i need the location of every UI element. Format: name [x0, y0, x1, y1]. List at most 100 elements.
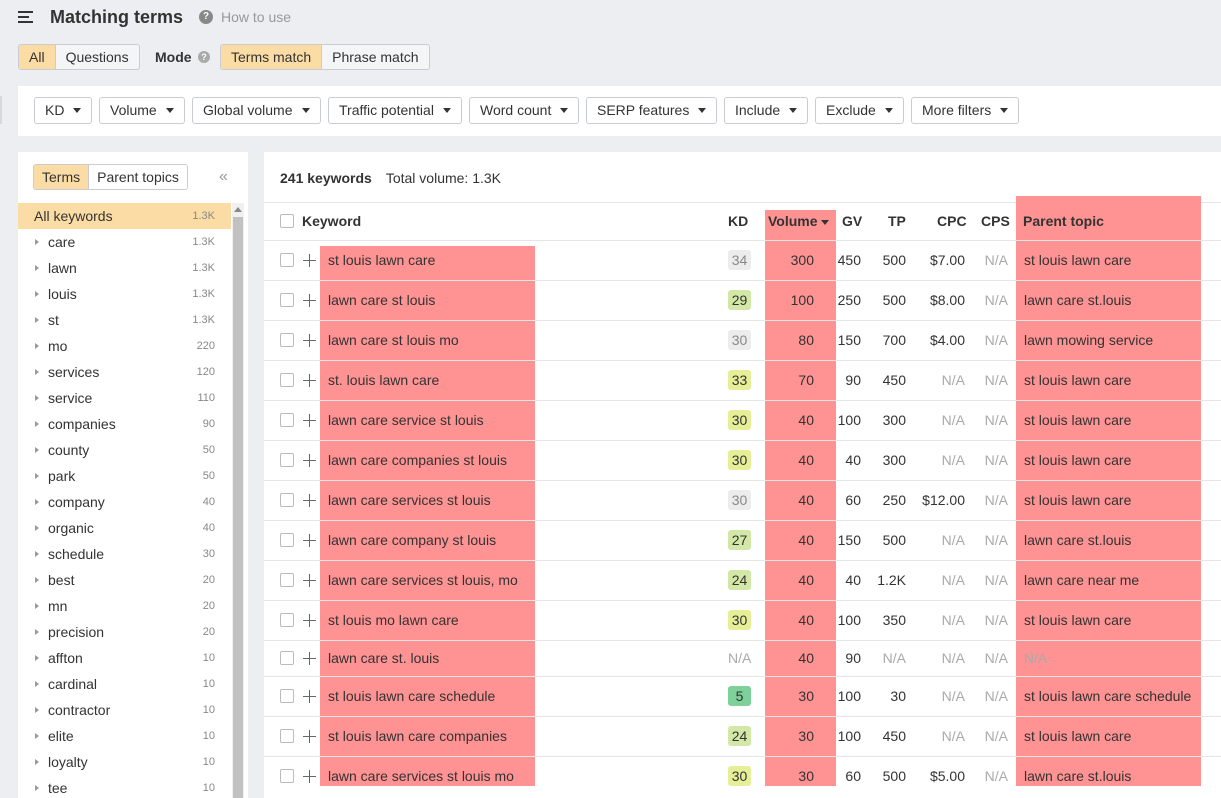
- expand-arrow-icon[interactable]: [35, 629, 39, 635]
- row-checkbox[interactable]: [280, 333, 294, 347]
- add-to-list-icon[interactable]: [303, 730, 316, 743]
- add-to-list-icon[interactable]: [303, 254, 316, 267]
- parent-topic-link[interactable]: st louis lawn care: [1024, 492, 1132, 508]
- tab-all[interactable]: All: [19, 45, 55, 69]
- add-to-list-icon[interactable]: [303, 294, 316, 307]
- collapse-icon[interactable]: «: [219, 168, 228, 185]
- expand-arrow-icon[interactable]: [35, 369, 39, 375]
- parent-topic-link[interactable]: st louis lawn care: [1024, 728, 1132, 744]
- expand-arrow-icon[interactable]: [35, 785, 39, 791]
- parent-topic-link[interactable]: lawn care st.louis: [1024, 532, 1132, 548]
- sidebar-item[interactable]: company 40: [18, 489, 231, 515]
- expand-arrow-icon[interactable]: [35, 265, 39, 271]
- sidebar-item[interactable]: schedule 30: [18, 541, 231, 567]
- add-to-list-icon[interactable]: [303, 770, 316, 783]
- add-to-list-icon[interactable]: [303, 494, 316, 507]
- row-checkbox[interactable]: [280, 413, 294, 427]
- row-checkbox[interactable]: [280, 573, 294, 587]
- sidebar-scrollbar[interactable]: [232, 203, 244, 798]
- expand-arrow-icon[interactable]: [35, 343, 39, 349]
- expand-arrow-icon[interactable]: [35, 707, 39, 713]
- sidebar-item[interactable]: cardinal 10: [18, 671, 231, 697]
- filter-volume-button[interactable]: Volume: [99, 97, 185, 124]
- add-to-list-icon[interactable]: [303, 454, 316, 467]
- sidebar-item[interactable]: services 120: [18, 359, 231, 385]
- sidebar-item-all-keywords[interactable]: All keywords 1.3K: [18, 203, 231, 229]
- keyword-link[interactable]: lawn care services st louis, mo: [328, 572, 518, 588]
- filter-kd-button[interactable]: KD: [34, 97, 93, 124]
- filter-serp-features-button[interactable]: SERP features: [586, 97, 718, 124]
- sidebar-item[interactable]: mo 220: [18, 333, 231, 359]
- expand-arrow-icon[interactable]: [35, 395, 39, 401]
- tab-terms[interactable]: Terms: [34, 165, 89, 189]
- expand-arrow-icon[interactable]: [35, 473, 39, 479]
- sidebar-item[interactable]: affton 10: [18, 645, 231, 671]
- keyword-link[interactable]: lawn care st louis: [328, 292, 436, 308]
- filter-word-count-button[interactable]: Word count: [469, 97, 580, 124]
- sidebar-item[interactable]: service 110: [18, 385, 231, 411]
- filter-traffic-potential-button[interactable]: Traffic potential: [328, 97, 462, 124]
- parent-topic-link[interactable]: st louis lawn care: [1024, 612, 1132, 628]
- expand-arrow-icon[interactable]: [35, 551, 39, 557]
- keyword-link[interactable]: lawn care service st louis: [328, 412, 484, 428]
- column-header-tp[interactable]: TP: [888, 213, 906, 229]
- add-to-list-icon[interactable]: [303, 374, 316, 387]
- scroll-up-icon[interactable]: [234, 207, 242, 212]
- expand-arrow-icon[interactable]: [35, 577, 39, 583]
- sidebar-item[interactable]: louis 1.3K: [18, 281, 231, 307]
- keyword-link[interactable]: st louis lawn care companies: [328, 728, 507, 744]
- add-to-list-icon[interactable]: [303, 690, 316, 703]
- keyword-link[interactable]: lawn care st louis mo: [328, 332, 459, 348]
- how-to-use-link[interactable]: How to use: [221, 9, 292, 25]
- expand-arrow-icon[interactable]: [35, 317, 39, 323]
- row-checkbox[interactable]: [280, 613, 294, 627]
- add-to-list-icon[interactable]: [303, 614, 316, 627]
- sidebar-item[interactable]: elite 10: [18, 723, 231, 749]
- row-checkbox[interactable]: [280, 293, 294, 307]
- keyword-link[interactable]: lawn care company st louis: [328, 532, 497, 548]
- row-checkbox[interactable]: [280, 453, 294, 467]
- sidebar-item[interactable]: loyalty 10: [18, 749, 231, 775]
- scrollbar-thumb[interactable]: [233, 217, 243, 798]
- keyword-link[interactable]: st louis lawn care schedule: [328, 688, 496, 704]
- expand-arrow-icon[interactable]: [35, 681, 39, 687]
- column-header-cpc[interactable]: CPC: [937, 213, 967, 229]
- sidebar-item[interactable]: mn 20: [18, 593, 231, 619]
- column-header-kd[interactable]: KD: [728, 213, 749, 229]
- parent-topic-link[interactable]: st louis lawn care: [1024, 412, 1132, 428]
- parent-topic-link[interactable]: lawn care near me: [1024, 572, 1140, 588]
- expand-arrow-icon[interactable]: [35, 655, 39, 661]
- sidebar-item[interactable]: st 1.3K: [18, 307, 231, 333]
- expand-arrow-icon[interactable]: [35, 603, 39, 609]
- add-to-list-icon[interactable]: [303, 574, 316, 587]
- parent-topic-link[interactable]: st louis lawn care: [1024, 372, 1132, 388]
- sidebar-item[interactable]: companies 90: [18, 411, 231, 437]
- parent-topic-link[interactable]: lawn care st.louis: [1024, 768, 1132, 784]
- expand-arrow-icon[interactable]: [35, 525, 39, 531]
- sidebar-item[interactable]: lawn 1.3K: [18, 255, 231, 281]
- phrase-match-button[interactable]: Phrase match: [321, 45, 428, 69]
- terms-match-button[interactable]: Terms match: [221, 45, 322, 69]
- row-checkbox[interactable]: [280, 651, 294, 665]
- keyword-link[interactable]: st louis lawn care: [328, 252, 436, 268]
- parent-topic-link[interactable]: st louis lawn care schedule: [1024, 688, 1192, 704]
- expand-arrow-icon[interactable]: [35, 291, 39, 297]
- parent-topic-link[interactable]: lawn mowing service: [1024, 332, 1154, 348]
- tab-questions[interactable]: Questions: [54, 45, 139, 69]
- filter-global-volume-button[interactable]: Global volume: [192, 97, 321, 124]
- column-header-parent-topic[interactable]: Parent topic: [1023, 213, 1104, 229]
- add-to-list-icon[interactable]: [303, 334, 316, 347]
- keyword-link[interactable]: st. louis lawn care: [328, 372, 440, 388]
- expand-arrow-icon[interactable]: [35, 421, 39, 427]
- add-to-list-icon[interactable]: [303, 652, 316, 665]
- select-all-checkbox[interactable]: [280, 214, 294, 228]
- row-checkbox[interactable]: [280, 769, 294, 783]
- column-header-volume[interactable]: Volume: [768, 213, 829, 229]
- filter-include-button[interactable]: Include: [724, 97, 809, 124]
- help-icon[interactable]: ?: [199, 10, 213, 24]
- add-to-list-icon[interactable]: [303, 414, 316, 427]
- sidebar-item[interactable]: contractor 10: [18, 697, 231, 723]
- sidebar-item[interactable]: park 50: [18, 463, 231, 489]
- parent-topic-link[interactable]: st louis lawn care: [1024, 452, 1132, 468]
- sidebar-item[interactable]: tee 10: [18, 775, 231, 798]
